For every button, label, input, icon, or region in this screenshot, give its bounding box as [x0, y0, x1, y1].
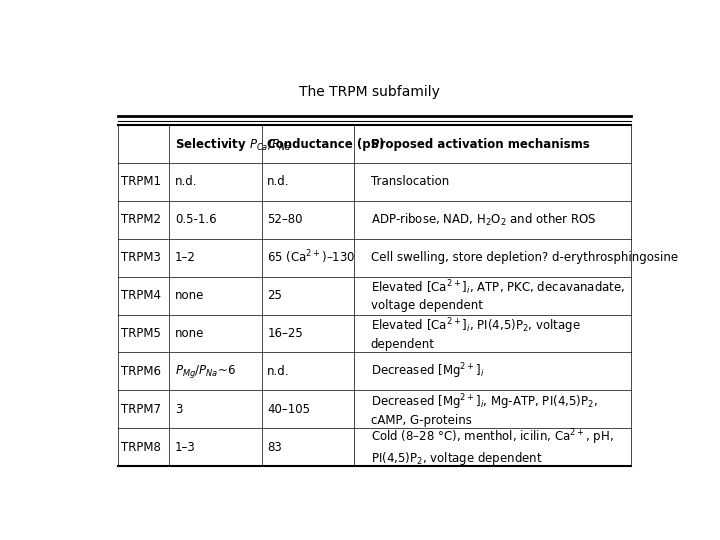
Text: 0.5-1.6: 0.5-1.6	[175, 213, 217, 226]
Text: Cell swelling, store depletion? d-erythrosphingosine: Cell swelling, store depletion? d-erythr…	[371, 251, 678, 264]
Text: Conductance (pS): Conductance (pS)	[267, 138, 384, 151]
Text: Elevated [Ca$^{2+}$]$_i$, PI(4,5)P$_2$, voltage
dependent: Elevated [Ca$^{2+}$]$_i$, PI(4,5)P$_2$, …	[371, 316, 580, 351]
Text: 40–105: 40–105	[267, 403, 310, 416]
Text: $P_{Mg}/P_{Na}$~6: $P_{Mg}/P_{Na}$~6	[175, 363, 235, 380]
Text: TRPM8: TRPM8	[121, 441, 161, 454]
Text: TRPM2: TRPM2	[121, 213, 161, 226]
Text: 16–25: 16–25	[267, 327, 303, 340]
Text: Translocation: Translocation	[371, 176, 449, 188]
Text: 52–80: 52–80	[267, 213, 302, 226]
Text: 83: 83	[267, 441, 282, 454]
Text: 25: 25	[267, 289, 282, 302]
Text: TRPM1: TRPM1	[121, 176, 161, 188]
Text: none: none	[175, 327, 204, 340]
Text: Proposed activation mechanisms: Proposed activation mechanisms	[371, 138, 590, 151]
Text: Elevated [Ca$^{2+}$]$_i$, ATP, PKC, decavanadate,
voltage dependent: Elevated [Ca$^{2+}$]$_i$, ATP, PKC, deca…	[371, 279, 625, 313]
Text: none: none	[175, 289, 204, 302]
Text: TRPM3: TRPM3	[121, 251, 161, 264]
Text: n.d.: n.d.	[175, 176, 197, 188]
Text: The TRPM subfamily: The TRPM subfamily	[299, 85, 439, 99]
Text: ADP-ribose, NAD, H$_2$O$_2$ and other ROS: ADP-ribose, NAD, H$_2$O$_2$ and other RO…	[371, 212, 596, 228]
Text: 1–2: 1–2	[175, 251, 196, 264]
Text: n.d.: n.d.	[267, 365, 289, 378]
Text: TRPM4: TRPM4	[121, 289, 161, 302]
Text: Decreased [Mg$^{2+}$]$_i$: Decreased [Mg$^{2+}$]$_i$	[371, 362, 484, 381]
Text: TRPM7: TRPM7	[121, 403, 161, 416]
Text: 3: 3	[175, 403, 182, 416]
Text: 65 (Ca$^{2+}$)–130: 65 (Ca$^{2+}$)–130	[267, 249, 356, 266]
Text: Selectivity $P_{Ca}/P_{Na}$: Selectivity $P_{Ca}/P_{Na}$	[175, 136, 291, 152]
Text: TRPM5: TRPM5	[121, 327, 161, 340]
Text: TRPM6: TRPM6	[121, 365, 161, 378]
Text: n.d.: n.d.	[267, 176, 289, 188]
Text: 1–3: 1–3	[175, 441, 196, 454]
Text: Cold (8–28 °C), menthol, icilin, Ca$^{2+}$, pH,
PI(4,5)P$_2$, voltage dependent: Cold (8–28 °C), menthol, icilin, Ca$^{2+…	[371, 428, 613, 467]
Text: Decreased [Mg$^{2+}$]$_i$, Mg-ATP, PI(4,5)P$_2$,
cAMP, G-proteins: Decreased [Mg$^{2+}$]$_i$, Mg-ATP, PI(4,…	[371, 392, 598, 427]
